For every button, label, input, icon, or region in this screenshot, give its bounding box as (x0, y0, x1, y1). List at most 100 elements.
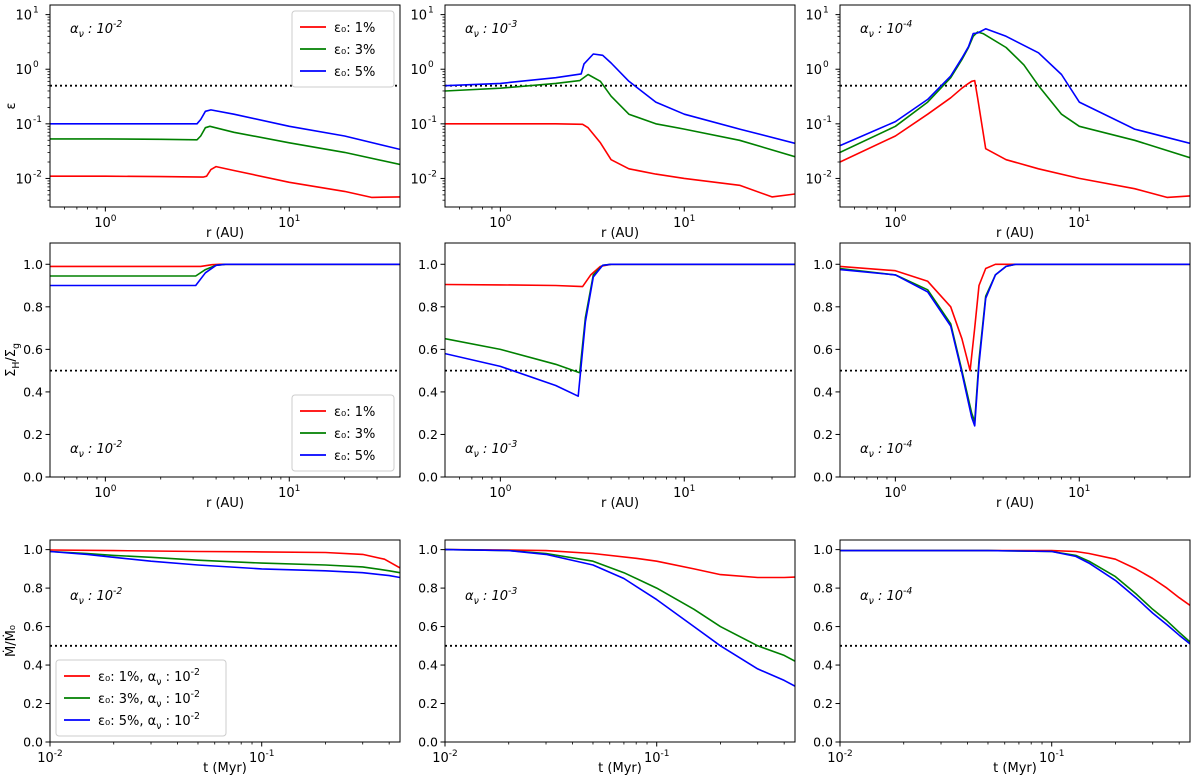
x-tick-label: 101 (278, 214, 300, 231)
y-tick-label: 0.4 (418, 658, 438, 673)
text-part: 1 (1085, 484, 1091, 494)
x-tick-label: 100 (489, 484, 512, 501)
alpha-annotation: αν : 10-2 (70, 586, 122, 607)
text-part: 1 (690, 484, 696, 494)
y-tick-label: 0.8 (418, 581, 438, 596)
text-part: 10 (805, 9, 822, 24)
y-tick-exponent: -1 (33, 115, 42, 125)
text-part: 10 (884, 216, 901, 231)
x-tick-label: 10-2 (432, 749, 458, 766)
series-line-blue (840, 549, 1190, 645)
series-line-blue (50, 109, 400, 151)
legend-label: ε₀: 3%, αν : 10-2 (98, 689, 200, 710)
series-line-red (840, 79, 1190, 199)
y-tick-label: 1.0 (23, 542, 43, 557)
text-part: -2 (844, 749, 853, 759)
series-line-red (50, 165, 400, 199)
legend-box (291, 394, 395, 472)
y-tick-label: 0.2 (813, 696, 833, 711)
text-part: 0 (901, 214, 907, 224)
y-tick-label: 0.4 (813, 658, 833, 673)
y-tick-label: 0.6 (418, 619, 438, 634)
x-tick-label: 10-2 (827, 749, 853, 766)
x-axis-label: r (AU) (601, 496, 639, 511)
text-part: 10 (410, 9, 427, 24)
text-part: 10 (827, 751, 844, 766)
text-part: -2 (54, 749, 63, 759)
legend-label: ε₀: 5% (334, 449, 375, 464)
x-tick-label: 101 (1068, 484, 1090, 501)
series-group (445, 548, 795, 687)
series-line-blue (445, 263, 795, 398)
series-line-red (445, 123, 795, 198)
axes-frame (444, 539, 796, 743)
x-axis-label: r (AU) (996, 226, 1034, 241)
x-tick-label: 10-1 (644, 749, 670, 766)
series-group (50, 549, 400, 579)
y-tick-label: 0.2 (23, 427, 43, 442)
y-tick-label: 10 (410, 63, 427, 78)
text-part: 10 (94, 486, 111, 501)
series-group (840, 263, 1190, 427)
y-tick-label: 0.0 (813, 735, 833, 750)
x-tick-label: 101 (673, 484, 695, 501)
y-tick-label: 0.0 (813, 470, 833, 485)
y-tick-exponent: 0 (823, 60, 829, 70)
y-tick-label: 10 (15, 118, 32, 133)
x-axis-label: r (AU) (601, 226, 639, 241)
chart-mdot_a3: 10-2 10-10.00.20.40.60.81.0αν : 10-3t (My… (418, 539, 796, 776)
y-tick-label: 10 (15, 63, 32, 78)
y-axis-label: ΣH/Σg (4, 343, 22, 377)
x-tick-label: 100 (94, 214, 117, 231)
axes-frame (839, 539, 1191, 743)
y-tick-label: 0.8 (418, 299, 438, 314)
series-group (50, 109, 400, 199)
text-part: -1 (660, 749, 669, 759)
y-tick-label: 0.2 (418, 427, 438, 442)
chart-mdot_a2: 10-2 10-10.00.20.40.60.81.0αν : 10-2t (My… (3, 539, 401, 776)
axes-frame (49, 242, 401, 478)
series-group (840, 27, 1190, 199)
alpha-annotation: αν : 10-4 (860, 586, 912, 607)
text-part: 0 (506, 484, 512, 494)
legend-label: ε₀: 1% (334, 405, 375, 420)
series-line-blue (840, 263, 1190, 427)
text-part: 10 (432, 751, 449, 766)
series-line-blue (50, 550, 400, 579)
y-tick-label: 1.0 (813, 257, 833, 272)
series-group (445, 53, 795, 198)
series-line-green (840, 263, 1190, 423)
series-line-green (50, 125, 400, 166)
text-part: 10 (278, 216, 295, 231)
x-tick-label: 101 (673, 214, 695, 231)
text-part: 0 (111, 484, 117, 494)
y-tick-label: 0.0 (418, 735, 438, 750)
legend-box (55, 659, 227, 737)
text-part: 10 (410, 172, 427, 187)
alpha-annotation: αν : 10-4 (860, 19, 912, 40)
y-tick-label: 0.4 (23, 658, 43, 673)
x-tick-label: 100 (884, 484, 907, 501)
axes-frame (444, 4, 796, 208)
y-tick-exponent: -2 (33, 169, 42, 179)
y-tick-exponent: -1 (823, 115, 832, 125)
alpha-annotation: αν : 10-2 (70, 19, 122, 40)
y-tick-exponent: -2 (428, 169, 437, 179)
x-tick-label: 100 (884, 214, 907, 231)
text-part: 10 (278, 486, 295, 501)
y-tick-exponent: 1 (33, 6, 39, 16)
text-part: 1 (295, 214, 301, 224)
y-tick-label: 10 (805, 172, 822, 187)
series-line-green (445, 548, 795, 662)
text-part: 10 (37, 751, 54, 766)
text-part: 1 (295, 484, 301, 494)
x-tick-label: 10-2 (37, 749, 63, 766)
alpha-annotation: αν : 10-2 (70, 439, 122, 460)
x-tick-label: 100 (94, 484, 117, 501)
text-part: 10 (489, 486, 506, 501)
